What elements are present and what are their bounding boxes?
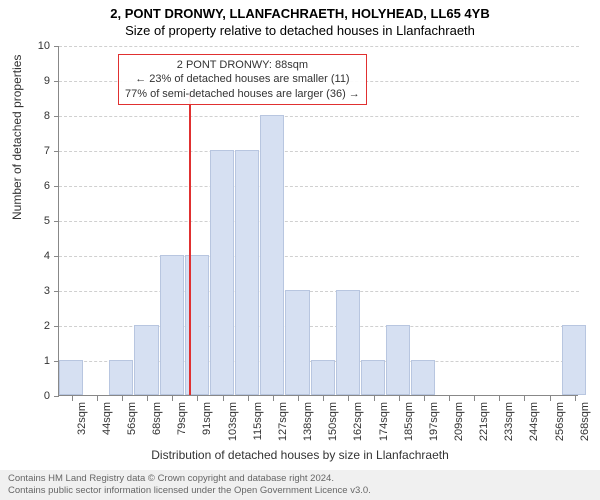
xtick-mark (298, 396, 299, 401)
xtick-label: 115sqm (252, 402, 264, 440)
ytick-mark (54, 81, 59, 82)
xtick-label: 68sqm (151, 402, 163, 435)
xtick-mark (575, 396, 576, 401)
chart-title-line2: Size of property relative to detached ho… (0, 21, 600, 42)
ytick-mark (54, 116, 59, 117)
annotation-line2: ← 23% of detached houses are smaller (11… (125, 72, 360, 86)
histogram-bar (361, 360, 385, 395)
histogram-chart: 01234567891032sqm44sqm56sqm68sqm79sqm91s… (58, 46, 578, 396)
xtick-mark (399, 396, 400, 401)
histogram-bar (311, 360, 335, 395)
gridline (59, 221, 579, 222)
histogram-bar (562, 325, 586, 395)
histogram-bar (386, 325, 410, 395)
xtick-label: 162sqm (352, 402, 364, 441)
ytick-label: 8 (20, 110, 50, 122)
xtick-mark (323, 396, 324, 401)
ytick-label: 6 (20, 180, 50, 192)
ytick-label: 0 (20, 390, 50, 402)
marker-annotation: 2 PONT DRONWY: 88sqm ← 23% of detached h… (118, 54, 367, 105)
histogram-bar (235, 150, 259, 395)
xtick-mark (474, 396, 475, 401)
xtick-label: 185sqm (403, 402, 415, 441)
xtick-mark (273, 396, 274, 401)
marker-line (189, 94, 191, 395)
ytick-mark (54, 186, 59, 187)
xtick-mark (348, 396, 349, 401)
annotation-line1: 2 PONT DRONWY: 88sqm (125, 58, 360, 72)
xtick-label: 103sqm (227, 402, 239, 441)
xtick-mark (449, 396, 450, 401)
ytick-mark (54, 221, 59, 222)
xtick-label: 256sqm (554, 402, 566, 441)
gridline (59, 46, 579, 47)
gridline (59, 151, 579, 152)
xtick-label: 44sqm (101, 402, 113, 435)
xtick-label: 91sqm (201, 402, 213, 435)
xtick-label: 197sqm (428, 402, 440, 441)
ytick-mark (54, 151, 59, 152)
histogram-bar (336, 290, 360, 395)
annotation-line3: 77% of semi-detached houses are larger (… (125, 87, 360, 101)
xtick-mark (122, 396, 123, 401)
xtick-label: 221sqm (478, 402, 490, 441)
ytick-label: 4 (20, 250, 50, 262)
histogram-bar (59, 360, 83, 395)
xtick-mark (499, 396, 500, 401)
ytick-mark (54, 46, 59, 47)
xtick-mark (248, 396, 249, 401)
footer-line1: Contains HM Land Registry data © Crown c… (8, 473, 592, 485)
gridline (59, 186, 579, 187)
xtick-mark (550, 396, 551, 401)
ytick-label: 10 (20, 40, 50, 52)
chart-title-line1: 2, PONT DRONWY, LLANFACHRAETH, HOLYHEAD,… (0, 0, 600, 21)
gridline (59, 256, 579, 257)
xtick-label: 150sqm (327, 402, 339, 441)
xtick-mark (424, 396, 425, 401)
ytick-label: 9 (20, 75, 50, 87)
xtick-mark (97, 396, 98, 401)
ytick-label: 3 (20, 285, 50, 297)
xtick-mark (147, 396, 148, 401)
ytick-mark (54, 256, 59, 257)
xtick-label: 138sqm (302, 402, 314, 441)
histogram-bar (285, 290, 309, 395)
ytick-mark (54, 291, 59, 292)
footer-attribution: Contains HM Land Registry data © Crown c… (0, 470, 600, 500)
xtick-mark (524, 396, 525, 401)
ytick-mark (54, 326, 59, 327)
ytick-label: 2 (20, 320, 50, 332)
xtick-label: 244sqm (528, 402, 540, 441)
histogram-bar (260, 115, 284, 395)
xtick-label: 174sqm (378, 402, 390, 441)
xtick-mark (172, 396, 173, 401)
gridline (59, 291, 579, 292)
xtick-label: 268sqm (579, 402, 591, 441)
xtick-label: 233sqm (503, 402, 515, 441)
x-axis-label: Distribution of detached houses by size … (0, 448, 600, 462)
ytick-label: 5 (20, 215, 50, 227)
xtick-mark (197, 396, 198, 401)
xtick-label: 79sqm (176, 402, 188, 435)
histogram-bar (210, 150, 234, 395)
xtick-label: 127sqm (277, 402, 289, 441)
xtick-label: 32sqm (76, 402, 88, 435)
histogram-bar (134, 325, 158, 395)
xtick-mark (374, 396, 375, 401)
histogram-bar (160, 255, 184, 395)
footer-line2: Contains public sector information licen… (8, 485, 592, 497)
histogram-bar (109, 360, 133, 395)
gridline (59, 116, 579, 117)
xtick-mark (72, 396, 73, 401)
xtick-label: 56sqm (126, 402, 138, 435)
histogram-bar (411, 360, 435, 395)
ytick-label: 1 (20, 355, 50, 367)
ytick-label: 7 (20, 145, 50, 157)
ytick-mark (54, 396, 59, 397)
xtick-mark (223, 396, 224, 401)
xtick-label: 209sqm (453, 402, 465, 441)
